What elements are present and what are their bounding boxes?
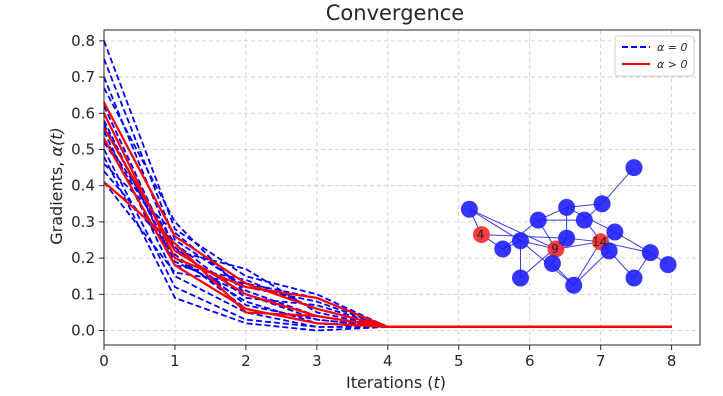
y-tick-label: 0.2	[71, 249, 95, 267]
x-tick-label: 3	[312, 352, 322, 370]
y-tick-label: 0.6	[71, 104, 95, 122]
graph-node	[606, 223, 624, 241]
graph-node	[511, 232, 529, 250]
graph-node	[494, 240, 512, 258]
legend-label-alpha-zero: α = 0	[657, 41, 687, 54]
x-tick-label: 2	[241, 352, 251, 370]
graph-edge	[573, 241, 602, 286]
legend-label-alpha-positive: α > 0	[657, 58, 687, 71]
graph-node-label: 9	[551, 242, 559, 256]
graph-node	[558, 229, 576, 247]
graph-inset: 4 9 14	[460, 159, 677, 294]
x-tick-label: 0	[99, 352, 109, 370]
graph-node	[472, 226, 490, 244]
graph-node	[460, 200, 478, 218]
chart-title: Convergence	[326, 1, 464, 25]
graph-node	[600, 242, 618, 260]
x-axis-ticks: 0 1 2 3 4 5 6 7 8	[99, 345, 676, 370]
legend: α = 0 α > 0	[614, 35, 695, 77]
series-line-dashed	[103, 156, 672, 332]
y-tick-label: 0.3	[71, 213, 95, 231]
graph-node	[625, 269, 643, 287]
series-line-solid	[103, 181, 672, 328]
y-tick-label: 0.5	[71, 140, 95, 158]
graph-node	[625, 159, 643, 177]
x-tick-label: 5	[454, 352, 464, 370]
y-tick-label: 0.7	[71, 68, 95, 86]
series-alpha-positive	[103, 101, 672, 328]
y-tick-label: 0.1	[71, 285, 95, 303]
graph-node	[529, 211, 547, 229]
x-axis-label: Iterations (t)	[346, 373, 446, 392]
graph-node	[543, 255, 561, 273]
y-axis-ticks: 0.0 0.1 0.2 0.3 0.4 0.5 0.6 0.7 0.8	[71, 32, 104, 340]
graph-node	[593, 195, 611, 213]
x-tick-label: 4	[383, 352, 393, 370]
x-tick-label: 1	[170, 352, 180, 370]
graph-node	[511, 269, 529, 287]
plot-frame	[103, 29, 701, 346]
graph-node-label: 14	[592, 235, 607, 249]
x-tick-label: 8	[667, 352, 677, 370]
y-tick-label: 0.4	[71, 177, 95, 195]
graph-node	[547, 240, 565, 258]
x-tick-label: 6	[525, 352, 535, 370]
grid	[103, 30, 700, 345]
graph-node-label: 4	[477, 228, 485, 242]
graph-edge	[469, 208, 557, 250]
series-line-dashed	[103, 149, 672, 328]
graph-node	[641, 244, 659, 262]
x-tick-label: 7	[596, 352, 606, 370]
graph-node	[575, 211, 593, 229]
graph-node	[659, 256, 677, 274]
y-axis-label: Gradients, α(t)	[47, 127, 66, 244]
y-tick-label: 0.8	[71, 32, 95, 50]
graph-node	[558, 198, 576, 216]
y-tick-label: 0.0	[71, 322, 95, 340]
graph-node	[565, 276, 583, 294]
